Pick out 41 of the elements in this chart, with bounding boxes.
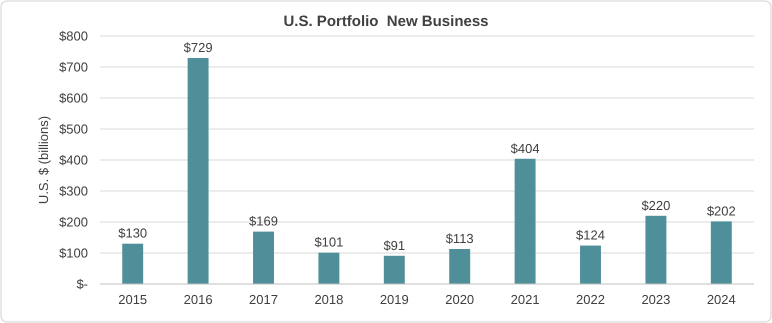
x-tick-label: 2024 bbox=[706, 292, 736, 307]
data-label: $729 bbox=[184, 40, 213, 56]
x-tick-label: 2020 bbox=[445, 292, 474, 307]
x-tick-label: 2022 bbox=[576, 292, 605, 307]
data-label: $113 bbox=[446, 230, 474, 246]
x-tick-label: 2021 bbox=[510, 292, 540, 307]
y-tick-label: $300 bbox=[59, 184, 88, 199]
bar bbox=[188, 58, 209, 284]
bar bbox=[449, 248, 470, 284]
bar bbox=[645, 216, 666, 284]
x-tick-label: 2018 bbox=[314, 292, 344, 307]
bar bbox=[253, 232, 274, 284]
bar bbox=[384, 256, 405, 284]
data-label: $130 bbox=[118, 226, 148, 241]
data-label: $101 bbox=[314, 234, 344, 250]
y-tick-label: $100 bbox=[59, 246, 88, 261]
y-tick-label: $400 bbox=[59, 152, 88, 168]
bar bbox=[122, 244, 144, 284]
y-tick-label: $200 bbox=[59, 214, 88, 230]
x-tick-label: 2015 bbox=[118, 292, 148, 307]
bar bbox=[514, 158, 536, 284]
data-label: $404 bbox=[510, 140, 540, 156]
bar bbox=[318, 252, 340, 284]
data-label: $202 bbox=[706, 203, 736, 218]
x-tick-label: 2017 bbox=[249, 292, 278, 307]
chart-title: U.S. Portfolio New Business bbox=[283, 13, 489, 30]
y-tick-label: $600 bbox=[59, 90, 88, 106]
data-label: $220 bbox=[641, 198, 670, 213]
data-label: $169 bbox=[249, 214, 278, 229]
y-tick-label: $700 bbox=[59, 60, 88, 75]
data-label: $124 bbox=[576, 228, 605, 243]
x-tick-label: 2023 bbox=[641, 292, 670, 307]
y-axis-title: U.S. $ (billions) bbox=[36, 116, 51, 204]
x-tick-label: 2016 bbox=[184, 292, 213, 307]
y-tick-label: $500 bbox=[59, 122, 88, 137]
y-tick-label: $800 bbox=[59, 28, 88, 44]
data-label: $91 bbox=[383, 238, 406, 253]
bar bbox=[710, 221, 732, 284]
bar bbox=[580, 246, 601, 284]
y-tick-label: $- bbox=[76, 276, 88, 292]
x-tick-label: 2019 bbox=[380, 292, 409, 307]
